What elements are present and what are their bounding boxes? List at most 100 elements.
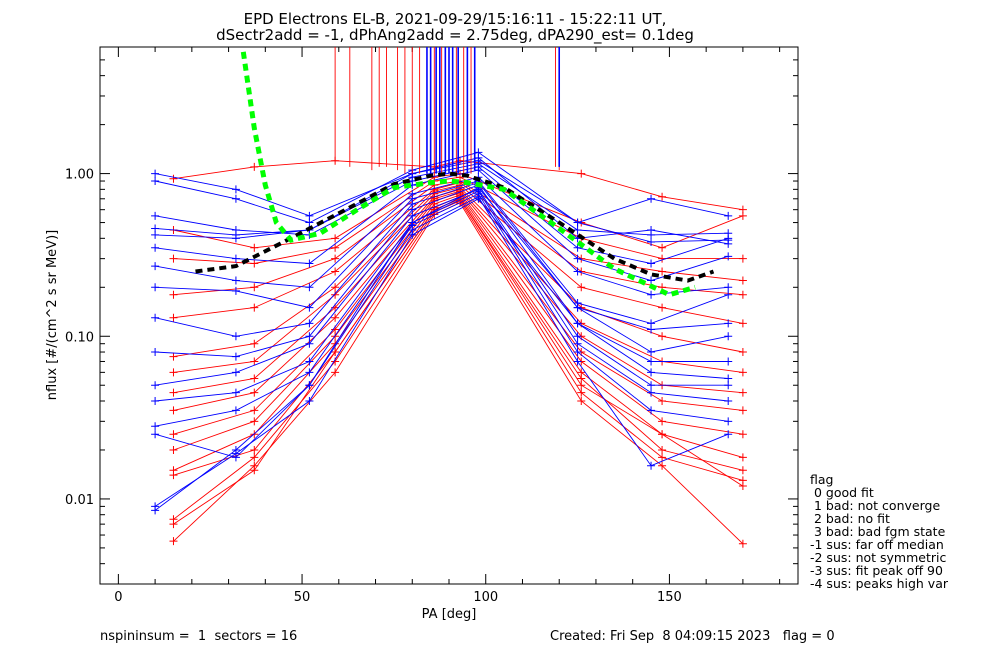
data-point — [474, 148, 483, 157]
black-dashed-fit-line — [195, 171, 715, 283]
data-point — [724, 252, 733, 261]
data-point — [573, 303, 582, 312]
series-line — [173, 173, 744, 249]
data-point — [250, 339, 259, 348]
legend-item-4: -1 sus: far off median — [810, 537, 944, 552]
series-line — [173, 200, 744, 520]
data-point — [408, 211, 417, 220]
data-point — [738, 482, 747, 491]
data-point — [658, 267, 667, 276]
data-point — [169, 537, 178, 546]
data-point — [250, 417, 259, 426]
data-point — [738, 290, 747, 299]
data-point — [151, 177, 160, 186]
data-point — [724, 430, 733, 439]
data-point — [169, 352, 178, 361]
data-point — [331, 313, 340, 322]
data-point — [305, 283, 314, 292]
data-point — [738, 348, 747, 357]
data-point — [250, 453, 259, 462]
data-point — [577, 396, 586, 405]
series-red-25 — [169, 188, 747, 439]
data-point — [151, 381, 160, 390]
data-point — [408, 218, 417, 227]
data-point — [331, 234, 340, 243]
series-line — [173, 194, 743, 451]
data-point — [573, 254, 582, 263]
data-point — [305, 319, 314, 328]
legend-item-5: -2 sus: not symmetric — [810, 550, 946, 565]
data-point — [577, 381, 586, 390]
data-point — [250, 445, 259, 454]
data-point — [647, 276, 656, 285]
data-point — [331, 283, 340, 292]
data-point — [250, 388, 259, 397]
series-line — [154, 187, 729, 511]
series-line — [173, 190, 743, 411]
series-line — [173, 187, 743, 373]
data-point — [231, 445, 240, 454]
data-point — [305, 218, 314, 227]
data-point — [658, 332, 667, 341]
data-point — [408, 230, 417, 239]
data-point — [151, 262, 160, 271]
series-line — [155, 166, 729, 264]
data-point — [474, 156, 483, 165]
series-line — [154, 198, 729, 507]
x-tick-label: 100 — [473, 590, 498, 605]
y-tick-label: 1.00 — [65, 168, 94, 183]
data-point — [331, 348, 340, 357]
series-red-26 — [169, 190, 747, 454]
data-point — [738, 388, 747, 397]
data-point — [724, 211, 733, 220]
data-point — [231, 406, 240, 415]
spike-lines — [334, 47, 561, 174]
data-point — [647, 348, 656, 357]
axis-ticks: 0 50 100 150 0.01 0.10 1.00 — [65, 46, 798, 605]
data-point — [724, 332, 733, 341]
legend-item-3: 3 bad: bad fgm state — [810, 524, 946, 539]
data-point — [305, 381, 314, 390]
data-point — [305, 303, 314, 312]
series-line — [155, 193, 729, 427]
data-point — [647, 381, 656, 390]
series-line — [155, 176, 729, 296]
series-line — [154, 182, 729, 353]
data-point — [169, 445, 178, 454]
series-line — [154, 196, 729, 467]
data-point — [250, 406, 259, 415]
data-point — [658, 243, 667, 252]
series-line — [173, 180, 743, 296]
fit-lines — [195, 51, 715, 298]
data-point — [647, 230, 656, 239]
series-red-21 — [169, 181, 747, 361]
x-tick-label: 50 — [294, 590, 311, 605]
data-point — [658, 453, 667, 462]
data-point — [738, 368, 747, 377]
data-point — [231, 194, 240, 203]
data-point — [577, 388, 586, 397]
data-point — [647, 461, 656, 470]
legend-item-0: 0 good fit — [810, 485, 874, 500]
data-point — [658, 461, 667, 470]
data-point — [231, 234, 240, 243]
data-point — [738, 430, 747, 439]
series-red-22 — [169, 183, 747, 377]
data-point — [724, 290, 733, 299]
data-point — [169, 406, 178, 415]
data-point — [151, 430, 160, 439]
data-layer — [151, 148, 747, 548]
data-point — [305, 259, 314, 268]
data-point — [169, 430, 178, 439]
data-point — [231, 388, 240, 397]
data-point — [151, 313, 160, 322]
data-point — [738, 254, 747, 263]
data-point — [724, 417, 733, 426]
data-point — [658, 430, 667, 439]
data-point — [647, 237, 656, 246]
data-point — [738, 276, 747, 285]
data-point — [169, 290, 178, 299]
data-point — [724, 357, 733, 366]
data-point — [738, 406, 747, 415]
